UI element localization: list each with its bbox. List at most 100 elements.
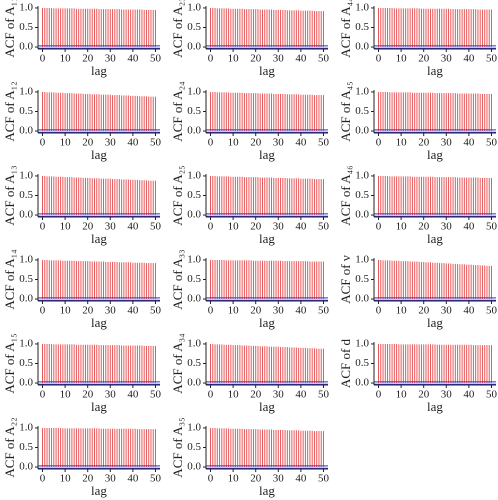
y-tick-label: 0.5 [19,21,33,33]
x-tick-label: 50 [318,137,330,149]
x-tick-label: 40 [463,389,475,401]
y-tick-label: 0.0 [355,293,369,305]
x-tick-label: 30 [441,389,453,401]
y-tick-label: 0.5 [187,105,201,117]
x-tick-label: 10 [228,53,240,65]
x-tick-label: 10 [228,221,240,233]
x-tick-label: 0 [208,137,214,149]
y-tick-label: 0.0 [355,41,369,53]
x-tick-label: 0 [40,473,46,485]
x-axis-label: lag [91,147,107,162]
y-axis-label: ACF of A₂₄ [170,81,185,142]
x-axis-label: lag [259,231,275,246]
x-tick-label: 20 [418,389,430,401]
x-tick-label: 50 [150,305,162,317]
x-tick-label: 50 [318,221,330,233]
x-tick-label: 10 [228,137,240,149]
y-axis-label: ACF of A₁₃ [2,165,17,225]
x-tick-label: 50 [486,221,498,233]
y-axis-label: ACF of A₂₃ [170,0,185,58]
acf-panel: 0.0 0.5 1.0 0 10 20 30 40 50 lag ACF of ν [338,253,497,329]
x-tick-label: 50 [318,389,330,401]
y-tick-label: 0.0 [187,209,201,221]
x-tick-label: 30 [441,221,453,233]
x-tick-label: 0 [208,305,214,317]
x-tick-label: 30 [273,389,285,401]
y-tick-label: 0.0 [355,377,369,389]
acf-panel: 0.0 0.5 1.0 0 10 20 30 40 50 lag ACF of A₁₅ [2,333,161,414]
x-tick-label: 20 [82,389,94,401]
x-tick-label: 20 [82,221,94,233]
y-tick-label: 0.0 [187,125,201,137]
acf-panel: 0.0 0.5 1.0 0 10 20 30 40 50 lag ACF of A₄₅ [338,81,497,162]
y-axis-label: ACF of ν [338,255,353,304]
x-tick-label: 40 [463,305,475,317]
x-tick-label: 0 [208,473,214,485]
x-axis-label: lag [91,483,107,498]
x-tick-label: 20 [418,221,430,233]
y-tick-label: 0.5 [187,189,201,201]
y-tick-label: 1.0 [19,169,33,181]
x-tick-label: 0 [208,221,214,233]
x-tick-label: 20 [82,473,94,485]
x-tick-label: 40 [127,221,139,233]
y-axis-label: ACF of A₄₆ [338,165,353,225]
y-axis-label: ACF of A₁₅ [2,333,17,393]
acf-panel: 0.0 0.5 1.0 0 10 20 30 40 50 lag ACF of A₃₃ [170,249,329,330]
acf-panel: 0.0 0.5 1.0 0 10 20 30 40 50 lag ACF of A₄₆ [338,165,497,246]
x-tick-label: 30 [273,53,285,65]
y-tick-label: 1.0 [187,85,201,97]
x-tick-label: 40 [295,305,307,317]
y-tick-label: 0.5 [19,105,33,117]
x-tick-label: 20 [418,137,430,149]
y-axis-label: ACF of A₁₄ [2,249,17,310]
y-tick-label: 1.0 [19,85,33,97]
x-tick-label: 20 [250,473,262,485]
y-axis-label: ACF of A₁₂ [2,81,17,141]
x-tick-label: 0 [40,389,46,401]
x-tick-label: 40 [127,473,139,485]
x-tick-label: 40 [127,53,139,65]
x-tick-label: 0 [376,137,382,149]
y-tick-label: 0.5 [355,273,369,285]
y-tick-label: 0.0 [19,377,33,389]
x-tick-label: 40 [295,221,307,233]
x-tick-label: 10 [396,305,408,317]
y-tick-label: 0.0 [19,125,33,137]
acf-panel: 0.0 0.5 1.0 0 10 20 30 40 50 lag ACF of A₁₁ [2,0,161,78]
acf-panel: 0.0 0.5 1.0 0 10 20 30 40 50 lag ACF of A₂₄ [170,81,329,162]
y-tick-label: 1.0 [187,253,201,265]
x-tick-label: 30 [105,473,117,485]
y-tick-label: 0.0 [19,41,33,53]
x-tick-label: 40 [295,389,307,401]
x-tick-label: 20 [250,305,262,317]
x-tick-label: 0 [40,137,46,149]
y-tick-label: 1.0 [187,169,201,181]
y-tick-label: 0.5 [187,357,201,369]
y-tick-label: 0.5 [355,21,369,33]
y-tick-label: 0.5 [19,273,33,285]
x-tick-label: 20 [250,137,262,149]
x-axis-label: lag [427,315,443,330]
y-tick-label: 0.5 [187,441,201,453]
y-tick-label: 1.0 [19,253,33,265]
x-tick-label: 50 [150,389,162,401]
x-tick-label: 30 [105,221,117,233]
y-tick-label: 1.0 [19,421,33,433]
x-tick-label: 20 [418,53,430,65]
acf-panel: 0.0 0.5 1.0 0 10 20 30 40 50 lag ACF of A₁₃ [2,165,161,246]
x-axis-label: lag [427,231,443,246]
y-tick-label: 1.0 [355,337,369,349]
y-tick-label: 0.0 [19,461,33,473]
y-tick-label: 1.0 [355,85,369,97]
x-tick-label: 20 [418,305,430,317]
x-tick-label: 0 [208,53,214,65]
x-tick-label: 30 [441,137,453,149]
y-tick-label: 1.0 [355,169,369,181]
x-axis-label: lag [91,315,107,330]
y-tick-label: 0.0 [187,41,201,53]
y-tick-label: 1.0 [187,337,201,349]
x-tick-label: 30 [273,137,285,149]
acf-panel: 0.0 0.5 1.0 0 10 20 30 40 50 lag ACF of A₁₂ [2,81,161,162]
y-axis-label: ACF of d [338,338,353,388]
